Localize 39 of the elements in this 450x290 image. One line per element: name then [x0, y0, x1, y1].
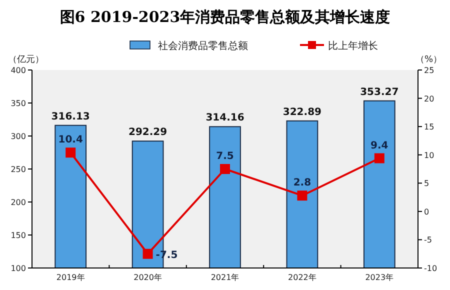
x-tick-label: 2023年	[365, 273, 394, 282]
point	[220, 164, 230, 174]
legend-label: 比上年增长	[328, 40, 378, 52]
data-label: 322.89	[282, 106, 322, 118]
y-tick-label: 300	[10, 132, 26, 141]
y2-axis-title: （%）	[415, 55, 442, 65]
x-tick-label: 2021年	[210, 273, 240, 282]
point	[142, 248, 153, 259]
y2-tick-label: 0	[424, 207, 430, 216]
data-label: 316.13	[51, 111, 90, 122]
data-label: 9.4	[370, 140, 388, 152]
y-tick-label: 100	[10, 264, 26, 273]
chart-title: 图6 2019-2023年消费品零售总额及其增长速度	[60, 8, 390, 26]
x-tick-label: 2019年	[56, 273, 85, 282]
y2-tick-label: -5	[424, 236, 432, 245]
y-tick-label: 250	[10, 165, 26, 174]
data-label: 353.27	[360, 86, 399, 98]
legend-label: 社会消费品零售总额	[158, 40, 248, 52]
y2-tick-label: -10	[424, 264, 438, 273]
point	[374, 153, 384, 164]
y-tick-label: 350	[10, 99, 26, 108]
y-tick-label: 400	[10, 66, 26, 75]
point	[66, 148, 76, 158]
y-axis-title: （亿元）	[8, 54, 44, 65]
y2-tick-label: 20	[424, 94, 434, 104]
x-tick-label: 2020年	[134, 273, 162, 282]
y2-tick-label: 25	[424, 66, 434, 75]
y-tick-label: 200	[10, 198, 26, 207]
data-label: 314.16	[206, 112, 244, 124]
data-label: 10.4	[58, 134, 83, 146]
y2-tick-label: 10	[424, 150, 434, 160]
x-tick-label: 2022年	[288, 273, 316, 282]
data-label: 292.29	[128, 127, 168, 138]
y-tick-label: 150	[10, 231, 26, 240]
y2-tick-label: 5	[424, 179, 430, 188]
y2-tick-label: 15	[424, 122, 434, 132]
data-label: 7.5	[216, 151, 234, 162]
data-label: 2.8	[293, 178, 312, 189]
point	[297, 190, 308, 201]
